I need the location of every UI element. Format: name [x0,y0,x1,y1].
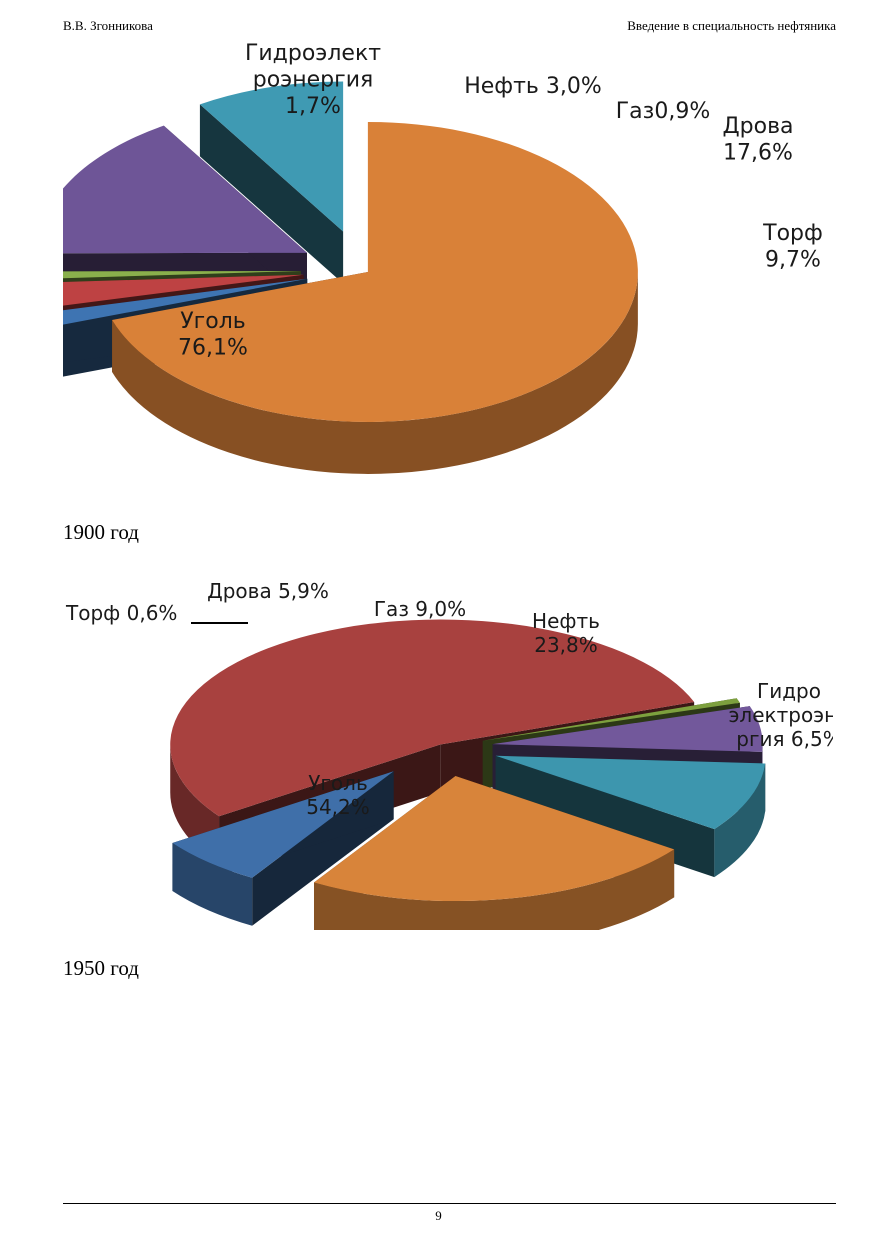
label-line: 1,7% [285,94,341,119]
label-line: 76,1% [178,335,248,360]
label-line: Газ 9,0% [374,597,466,621]
caption-1950: 1950 год [63,956,139,980]
pie-labels: Уголь 54,2% Торф 0,6% Дрова 5,9% Газ 9,0% Неф… [65,579,833,819]
label-нефть-3-0: Нефть 3,0% [464,74,602,99]
header-author: В.В. Згонникова [63,18,153,33]
page-number: 9 [435,1208,442,1223]
label-line: Торф [762,221,823,246]
label-line: Нефть 3,0% [464,74,602,99]
slice-газ-9-0 [495,755,766,830]
label-дрова: Дрова 17,6% [722,114,793,165]
label-line: роэнергия [253,67,373,92]
label-line: 54,2% [306,795,370,819]
pie-tops [63,81,638,422]
slice-гидроэлект [63,278,308,325]
label-line: 17,6% [723,140,793,165]
label-line: Гидроэлект [245,41,381,66]
caption-1900: 1900 год [63,520,139,544]
footer-rule [63,1203,836,1204]
slice-уголь [112,121,638,422]
label-line: Торф 0,6% [65,601,177,625]
slice-газ0-9 [63,270,302,279]
slice-гидро-wall [172,842,253,926]
slice-газ-9-0-wall [714,763,766,878]
label-line: Гидро [757,679,821,703]
label-дрова-5-9: Дрова 5,9% [207,579,329,603]
label-line: Дрова 5,9% [207,579,329,603]
pie-labels: Уголь 76,1% Гидроэлект роэнергия 1,7% Нефть 3… [178,41,823,360]
pie-chart-1950-svg: Уголь 54,2% Торф 0,6% Дрова 5,9% Газ 9,0% Неф… [65,579,833,930]
pie-chart-1900-svg: Уголь 76,1% Гидроэлект роэнергия 1,7% Нефть 3… [63,41,823,474]
pie-tops [170,619,766,902]
label-line: 23,8% [534,633,598,657]
slice-нефть-3-0 [63,274,304,306]
label-нефть: Нефть 23,8% [532,609,600,657]
slice-дрова [63,125,307,254]
slice-торф-side-start [199,104,344,284]
pie-chart-1950: Уголь 54,2% Торф 0,6% Дрова 5,9% Газ 9,0% Неф… [63,572,833,930]
slice-торф-0-6 [482,698,740,741]
label-line: Дрова [722,114,793,139]
label-газ0-9: Газ0,9% [616,99,711,124]
header-title: Введение в специальность нефтяника [627,18,836,33]
label-газ-9-0: Газ 9,0% [374,597,466,621]
label-line: Нефть [532,609,600,633]
slice-нефть-wall [313,849,675,930]
label-line: Газ0,9% [616,99,711,124]
label-уголь: Уголь 54,2% [306,771,370,819]
pie-chart-1900: Уголь 76,1% Гидроэлект роэнергия 1,7% Нефть 3… [63,38,833,498]
label-гидроэлект: Гидроэлект роэнергия 1,7% [245,41,381,119]
slice-гидро [172,771,394,878]
slice-уголь-wall [112,271,638,474]
label-торф-0-6: Торф 0,6% [65,601,177,625]
slice-уголь [170,619,695,817]
label-line: 9,7% [765,247,821,272]
slice-торф [199,81,344,232]
label-line: Уголь [180,309,245,334]
label-line: ргия 6,5% [736,727,833,751]
slice-дрова-5-9 [492,706,763,752]
slice-нефть [313,776,675,902]
label-уголь: Уголь 76,1% [178,309,248,360]
label-line: Уголь [308,771,368,795]
label-торф: Торф 9,7% [762,221,823,272]
